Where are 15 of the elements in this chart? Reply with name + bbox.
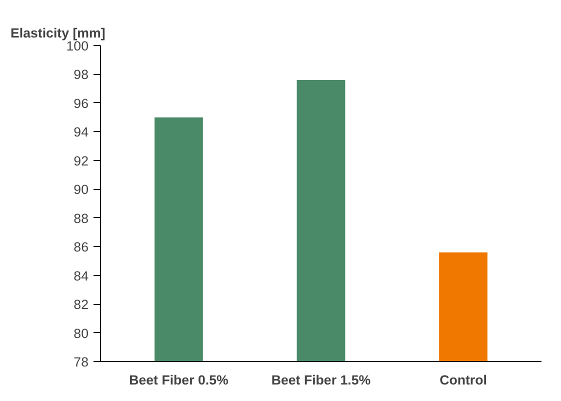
y-tick-label: 82 xyxy=(74,297,89,312)
y-tick-label: 88 xyxy=(74,210,89,226)
y-tick-label: 80 xyxy=(74,326,89,341)
x-tick-label: Control xyxy=(440,372,487,388)
y-tick-label: 92 xyxy=(74,153,89,168)
x-tick-label: Beet Fiber 0.5% xyxy=(129,372,229,388)
y-tick-label: 98 xyxy=(74,67,89,82)
y-axis-title: Elasticity [mm] xyxy=(10,26,106,40)
y-tick-label: 78 xyxy=(74,354,89,370)
y-tick-label: 96 xyxy=(74,96,89,111)
y-tick-label: 84 xyxy=(74,268,90,284)
y-tick-label: 90 xyxy=(74,182,89,198)
y-tick-label: 94 xyxy=(74,124,90,140)
y-tick-label: 86 xyxy=(74,240,89,255)
x-tick-label: Beet Fiber 1.5% xyxy=(271,372,371,388)
